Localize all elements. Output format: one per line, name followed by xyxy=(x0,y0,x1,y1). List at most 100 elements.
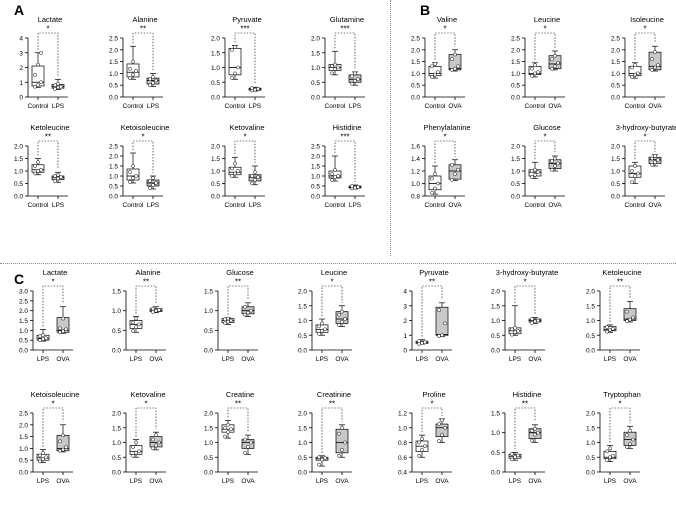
chart-title: Alanine xyxy=(135,268,160,277)
data-point xyxy=(134,440,138,445)
data-point xyxy=(453,52,457,57)
y-tick-label: 0.0 xyxy=(211,194,220,201)
y-tick-label: 4 xyxy=(403,289,407,296)
data-point xyxy=(650,162,654,167)
y-tick-label: 0.5 xyxy=(204,328,213,335)
data-point xyxy=(317,462,321,467)
y-tick-label: 0.5 xyxy=(14,181,23,188)
boxplot-c-tryptophan: Tryptophan 0.0 0.5 1.0 1.5 2.0 LPS OVA * xyxy=(586,390,641,485)
y-tick-label: 1.5 xyxy=(204,425,213,432)
data-point xyxy=(137,449,141,454)
data-point xyxy=(233,71,237,76)
y-tick-label: 1.0 xyxy=(109,174,118,181)
y-tick-label: 2.0 xyxy=(611,144,620,151)
y-tick-label: 1.0 xyxy=(411,181,420,188)
y-tick-label: 1.5 xyxy=(19,318,28,325)
y-tick-label: 0.0 xyxy=(586,348,595,355)
chart-title: Glutamine xyxy=(330,15,364,24)
data-point xyxy=(530,66,534,71)
y-tick-label: 1.5 xyxy=(112,425,121,432)
data-point xyxy=(330,172,334,176)
y-tick-label: 2.0 xyxy=(211,36,220,43)
data-point xyxy=(134,450,138,455)
y-tick-label: 1.0 xyxy=(14,169,23,176)
data-point xyxy=(611,326,615,331)
data-point xyxy=(154,181,158,185)
data-point xyxy=(59,84,63,89)
data-point xyxy=(253,170,257,175)
significance-bracket xyxy=(421,407,443,433)
boxplot-a-ketoleucine: Ketoleucine 0.0 0.5 1.0 1.5 2.0 Control LPS ** xyxy=(14,123,70,209)
data-point xyxy=(253,87,257,92)
y-tick-label: 3.0 xyxy=(19,289,28,296)
data-point xyxy=(148,186,152,190)
data-point xyxy=(317,455,321,460)
significance-label: ** xyxy=(140,25,146,34)
data-point xyxy=(536,170,540,175)
data-point xyxy=(148,179,152,183)
x-tick-label: LPS xyxy=(147,202,160,209)
x-tick-label: OVA xyxy=(448,103,462,110)
data-point xyxy=(633,174,637,178)
data-point xyxy=(151,75,155,79)
data-point xyxy=(533,432,537,437)
data-point xyxy=(556,161,560,166)
data-point xyxy=(250,181,254,186)
significance-bracket xyxy=(421,285,443,337)
y-tick-label: 2.0 xyxy=(19,308,28,315)
data-point xyxy=(229,427,233,432)
data-point xyxy=(533,167,537,172)
data-point xyxy=(456,64,460,69)
y-tick-label: 0.0 xyxy=(511,95,520,102)
data-point xyxy=(437,308,441,313)
y-tick-label: 1.0 xyxy=(298,440,307,447)
data-point xyxy=(433,172,437,176)
y-tick-label: 1.0 xyxy=(511,71,520,78)
data-point xyxy=(330,71,334,76)
y-tick-label: 0.5 xyxy=(586,455,595,462)
y-tick-label: 0.0 xyxy=(204,348,213,355)
data-point xyxy=(536,430,540,435)
boxplot-c-ketoisoleucine: Ketoisoleucine 0.0 0.5 1.0 1.5 2.0 2.5 LPS OVA * xyxy=(19,390,79,485)
y-tick-label: 1.0 xyxy=(112,308,121,315)
data-point xyxy=(353,185,357,190)
data-point xyxy=(223,425,227,430)
data-point xyxy=(636,171,640,176)
data-point xyxy=(553,156,557,161)
data-point xyxy=(59,175,63,180)
chart-title: Leucine xyxy=(534,15,560,24)
data-point xyxy=(340,425,344,430)
x-tick-label: LPS xyxy=(316,356,329,363)
y-tick-label: 1.5 xyxy=(511,59,520,66)
data-point xyxy=(450,177,454,182)
data-point xyxy=(58,439,62,444)
data-point xyxy=(33,171,37,176)
y-tick-label: 0.0 xyxy=(311,95,320,102)
chart-title: Tryptophan xyxy=(603,390,641,399)
data-point xyxy=(556,60,560,65)
y-tick-label: 2.0 xyxy=(211,144,220,151)
y-tick-label: 0.0 xyxy=(611,194,620,201)
data-point xyxy=(437,439,441,443)
data-point xyxy=(440,333,444,338)
y-tick-label: 2.0 xyxy=(586,289,595,296)
data-point xyxy=(151,309,155,314)
boxplot-b-glucose: Glucose 0.0 0.5 1.0 1.5 2.0 Control OVA * xyxy=(511,123,565,209)
x-tick-label: OVA xyxy=(548,202,562,209)
significance-label: * xyxy=(443,133,446,142)
x-tick-label: OVA xyxy=(335,478,349,485)
y-tick-label: 0.5 xyxy=(411,83,420,90)
data-point xyxy=(317,331,321,336)
data-point xyxy=(58,326,62,331)
y-tick-label: 0.6 xyxy=(398,455,407,462)
significance-label: * xyxy=(643,133,646,142)
data-point xyxy=(128,170,132,174)
y-tick-label: 2.0 xyxy=(311,154,320,161)
data-point xyxy=(230,47,234,52)
data-point xyxy=(249,440,253,445)
data-point xyxy=(61,447,65,452)
data-point xyxy=(243,450,247,455)
data-point xyxy=(148,77,152,82)
chart-title: Leucine xyxy=(321,268,347,277)
y-tick-label: 1.0 xyxy=(411,71,420,78)
